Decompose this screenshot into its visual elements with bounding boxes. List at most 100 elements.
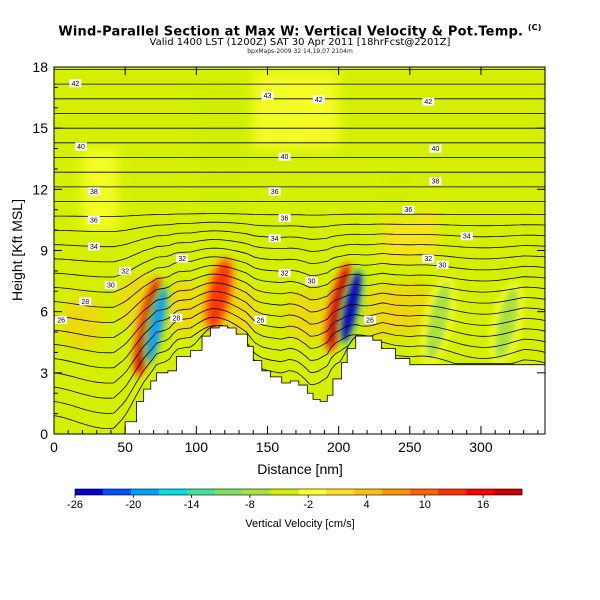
theta-contour	[54, 247, 545, 278]
y-tick-label: 9	[40, 243, 48, 259]
theta-label: 34	[463, 234, 471, 241]
title-mark: (C)	[527, 23, 542, 32]
x-tick-label: 300	[469, 439, 493, 455]
colorbar-segment	[326, 489, 355, 495]
x-tick-label: 0	[50, 439, 58, 455]
colorbar-segment	[158, 489, 188, 495]
colorbar-frame	[74, 488, 523, 496]
colorbar-segment	[466, 489, 495, 495]
theta-label: 40	[432, 146, 440, 153]
colorbar-segment	[214, 489, 243, 495]
theta-label-bg	[119, 266, 132, 275]
theta-label-bg	[429, 177, 442, 186]
theta-label-bg	[254, 315, 267, 324]
theta-label-bg	[87, 187, 100, 196]
theta-contour	[54, 239, 545, 263]
theta-label: 42	[424, 99, 432, 106]
colorbar-segment	[270, 489, 299, 495]
theta-label-bg	[170, 313, 183, 322]
theta-label: 26	[256, 317, 264, 324]
theta-label-bg	[305, 277, 318, 286]
downdraft-core	[489, 282, 524, 366]
colorbar-segment	[242, 489, 271, 495]
colorbar-segment	[438, 489, 467, 495]
colorbar-tick-label: -20	[125, 499, 141, 511]
theta-label: 36	[271, 189, 279, 196]
theta-contour	[54, 221, 545, 233]
theta-label: 42	[71, 81, 79, 88]
colorbar-segment	[186, 489, 215, 495]
y-tick-label: 6	[40, 304, 48, 320]
colorbar-segment	[298, 489, 327, 495]
theta-contour	[54, 256, 545, 293]
theta-label: 30	[107, 283, 115, 290]
colorbar-segment	[102, 489, 132, 495]
theta-label: 26	[57, 317, 65, 324]
terrain-fill	[54, 325, 545, 434]
colorbar-segment	[75, 489, 104, 495]
theta-label: 36	[404, 207, 412, 214]
theta-label: 32	[121, 268, 129, 275]
colorbar-label: Vertical Velocity [cm/s]	[245, 518, 354, 530]
velocity-band	[285, 287, 330, 344]
colorbar-tick-label: -2	[303, 499, 313, 511]
updraft-core	[202, 255, 236, 334]
colorbar-tick-label: 4	[363, 499, 369, 511]
colorbar-segment	[410, 489, 439, 495]
y-tick-label: 15	[32, 120, 48, 136]
theta-label: 40	[281, 154, 289, 161]
theta-label-bg	[278, 268, 291, 277]
theta-label: 28	[172, 315, 180, 322]
theta-label: 32	[424, 256, 432, 263]
theta-label-bg	[312, 95, 325, 104]
colorbar: -26 -20 -14 -8 -2 4 10 16	[67, 488, 523, 511]
theta-label-bg	[69, 79, 82, 88]
x-tick-label: 200	[327, 439, 351, 455]
y-tick-label: 12	[32, 181, 48, 197]
theta-label: 38	[90, 189, 98, 196]
theta-contour	[54, 273, 545, 323]
colorbar-segment	[354, 489, 383, 495]
chart-title: Wind-Parallel Section at Max W: Vertical…	[58, 23, 542, 40]
velocity-band	[60, 293, 105, 350]
theta-label-bg	[278, 152, 291, 161]
theta-label-bg	[79, 297, 92, 306]
theta-label-bg	[436, 260, 449, 269]
theta-label-bg	[176, 254, 189, 263]
colorbar-tick-label: 16	[477, 499, 489, 511]
theta-label-bg	[422, 97, 435, 106]
theta-label: 30	[308, 279, 316, 286]
chart-subtitle: Valid 1400 LST (1200Z) SAT 30 Apr 2011 […	[149, 37, 451, 48]
theta-label: 32	[178, 256, 186, 263]
theta-label-bg	[75, 142, 88, 151]
theta-label: 36	[281, 215, 289, 222]
theta-label-bg	[87, 215, 100, 224]
colorbar-tick-label: -8	[245, 499, 255, 511]
velocity-band	[82, 148, 119, 231]
colorbar-segment	[494, 489, 523, 495]
terrain	[54, 325, 545, 434]
theta-labels: 26 28 30 32 34 36 38 40 42 28 32 34 40 42 43 36 36 26 32 30…	[55, 79, 473, 324]
y-tick-label: 0	[40, 426, 48, 442]
theta-label: 38	[432, 179, 440, 186]
theta-label-bg	[268, 234, 281, 243]
x-axis-label: Distance [nm]	[257, 461, 343, 477]
theta-label-bg	[460, 232, 473, 241]
x-tick-label: 50	[117, 439, 133, 455]
theta-label-bg	[422, 254, 435, 263]
theta-contour	[54, 264, 545, 308]
theta-contour	[54, 324, 545, 429]
downdraft-core	[336, 265, 367, 348]
theta-contour	[54, 282, 545, 339]
theta-label-bg	[402, 205, 415, 214]
chart-subsubtitle: bpxMaps-2009 32 14,19,07 2104m	[247, 48, 353, 55]
downdraft-core	[141, 282, 172, 368]
theta-contour	[54, 290, 545, 354]
theta-label: 40	[77, 144, 85, 151]
colorbar-tick-label: -14	[184, 499, 200, 511]
theta-contour	[54, 324, 545, 414]
theta-label-bg	[429, 144, 442, 153]
theta-contour	[54, 213, 545, 217]
y-tick-label: 18	[32, 59, 48, 75]
theta-label: 36	[90, 217, 98, 224]
